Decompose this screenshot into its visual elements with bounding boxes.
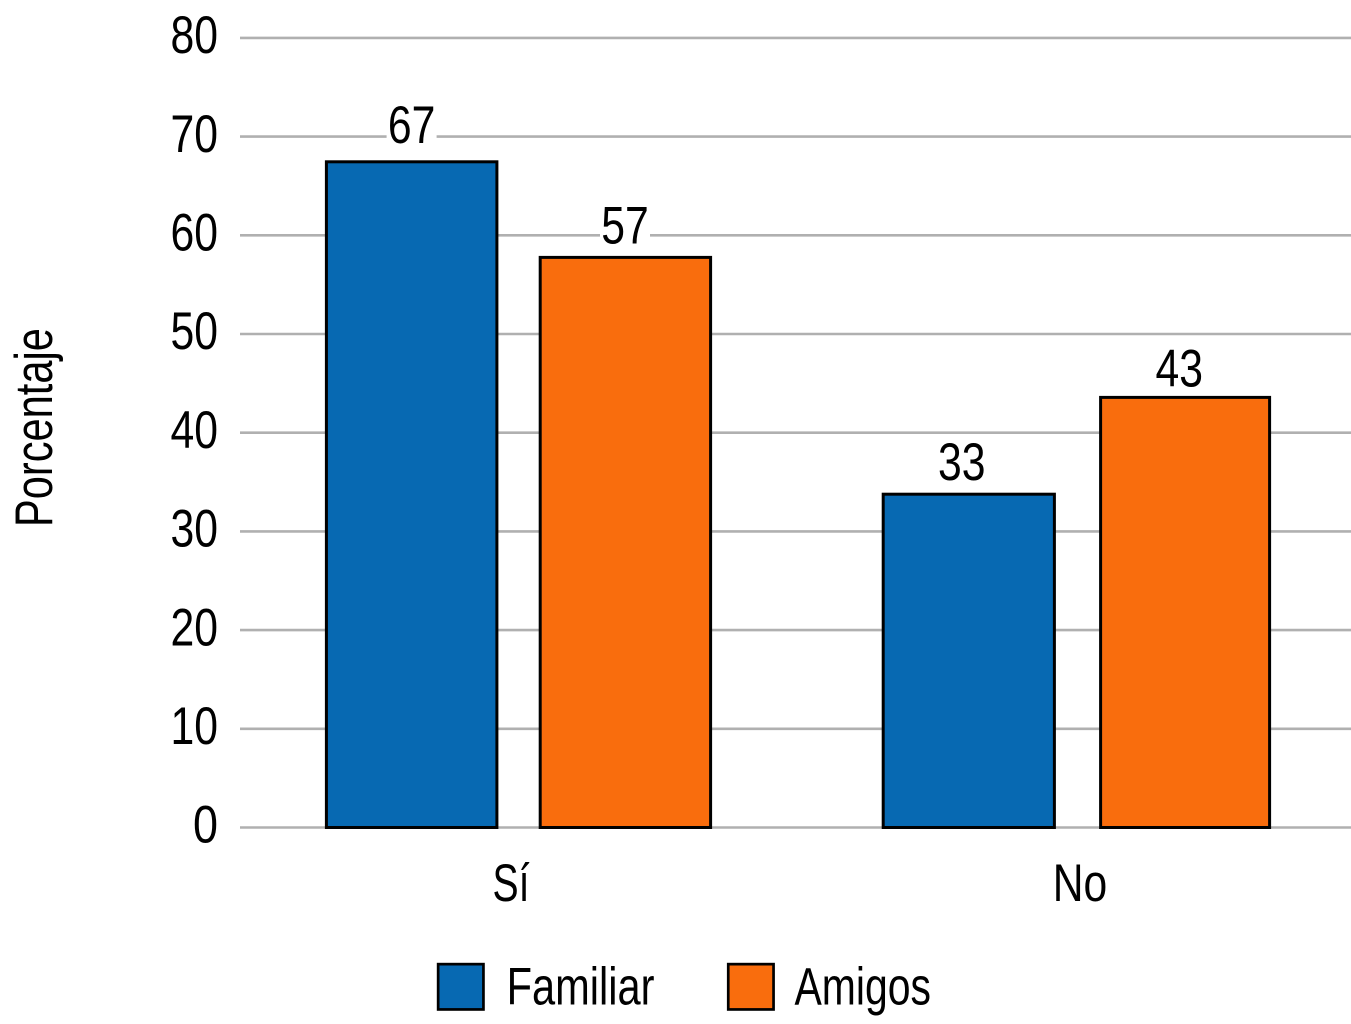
svg-text:67: 67 [388, 96, 436, 155]
svg-text:33: 33 [938, 433, 986, 492]
svg-text:57: 57 [601, 196, 649, 255]
svg-text:50: 50 [171, 302, 219, 361]
svg-text:43: 43 [1156, 340, 1204, 399]
svg-text:Familiar: Familiar [507, 958, 655, 1017]
svg-text:Amigos: Amigos [795, 958, 932, 1017]
svg-text:Porcentaje: Porcentaje [5, 328, 64, 527]
svg-text:0: 0 [193, 796, 218, 855]
svg-text:30: 30 [171, 500, 219, 559]
svg-text:20: 20 [171, 598, 219, 657]
svg-text:70: 70 [171, 105, 219, 164]
svg-text:80: 80 [171, 6, 219, 65]
svg-text:60: 60 [171, 204, 219, 263]
svg-text:10: 10 [171, 697, 219, 756]
svg-text:Sí: Sí [493, 854, 530, 913]
svg-text:No: No [1053, 854, 1108, 913]
svg-text:40: 40 [171, 401, 219, 460]
